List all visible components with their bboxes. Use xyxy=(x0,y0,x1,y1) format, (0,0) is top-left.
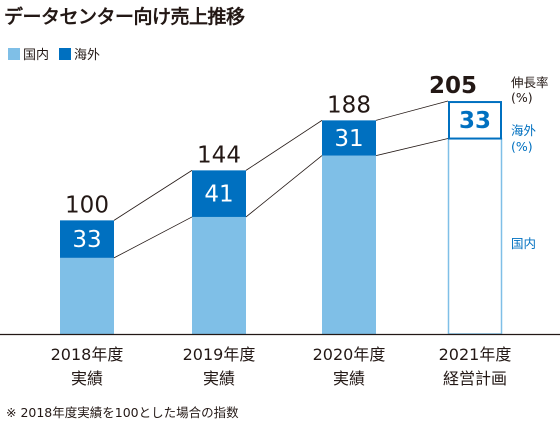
annotation-growth-rate-unit: (%) xyxy=(511,90,533,105)
bar-domestic-2018年度 xyxy=(60,257,114,334)
connector-total-2 xyxy=(375,100,449,121)
total-label-2018年度: 100 xyxy=(65,192,109,218)
bar-overseas-2021 xyxy=(448,101,502,140)
total-label-2019年度: 144 xyxy=(197,142,241,168)
legend-label-overseas: 海外 xyxy=(74,48,101,63)
x-tick-label-type-1: 実績 xyxy=(203,369,235,388)
x-tick-label-type-3: 経営計画 xyxy=(443,369,507,388)
legend-label-domestic: 国内 xyxy=(23,48,50,63)
legend-item-overseas: 海外 xyxy=(59,44,100,63)
x-tick-label-year-0: 2018年度 xyxy=(51,345,124,364)
bar-domestic-2021 xyxy=(447,137,503,335)
total-label-2021: 205 xyxy=(429,73,477,99)
x-tick-label-type-2: 実績 xyxy=(333,369,365,388)
x-tick-label-type-0: 実績 xyxy=(71,369,103,388)
legend-swatch-domestic xyxy=(8,47,20,60)
legend-swatch-overseas xyxy=(59,47,72,60)
annotation-overseas: 海外 xyxy=(511,123,537,138)
value-label-overseas-2020年度: 31 xyxy=(334,126,363,152)
bar-domestic-2020年度 xyxy=(322,155,376,334)
annotation-domestic: 国内 xyxy=(511,236,536,251)
legend: 国内 海外 xyxy=(8,44,110,63)
connector-total-0 xyxy=(113,170,193,221)
bar-overseas-2019年度 xyxy=(192,170,246,217)
bar-domestic-2019年度 xyxy=(192,216,246,334)
x-tick-label-year-1: 2019年度 xyxy=(183,345,256,364)
annotation-growth-rate: 伸長率 xyxy=(511,75,549,90)
bar-overseas-2018年度 xyxy=(60,220,114,258)
connector-domestic-0 xyxy=(113,216,193,259)
legend-item-domestic: 国内 xyxy=(8,44,49,63)
x-tick-label-year-3: 2021年度 xyxy=(439,345,512,364)
total-label-2020年度: 188 xyxy=(327,92,371,118)
chart-title: データセンター向け売上推移 xyxy=(4,6,245,28)
connector-domestic-2 xyxy=(375,138,449,156)
value-label-overseas-2019年度: 41 xyxy=(204,182,233,208)
bar-overseas-2020年度 xyxy=(322,120,376,156)
value-label-overseas-2021: 33 xyxy=(459,108,491,134)
connector-domestic-1 xyxy=(245,155,323,218)
connector-total-1 xyxy=(245,120,323,171)
value-label-overseas-2018年度: 33 xyxy=(72,227,101,253)
x-tick-label-year-2: 2020年度 xyxy=(313,345,386,364)
annotation-overseas-unit: (%) xyxy=(511,139,533,154)
footnote: ※ 2018年度実績を100とした場合の指数 xyxy=(6,405,239,420)
